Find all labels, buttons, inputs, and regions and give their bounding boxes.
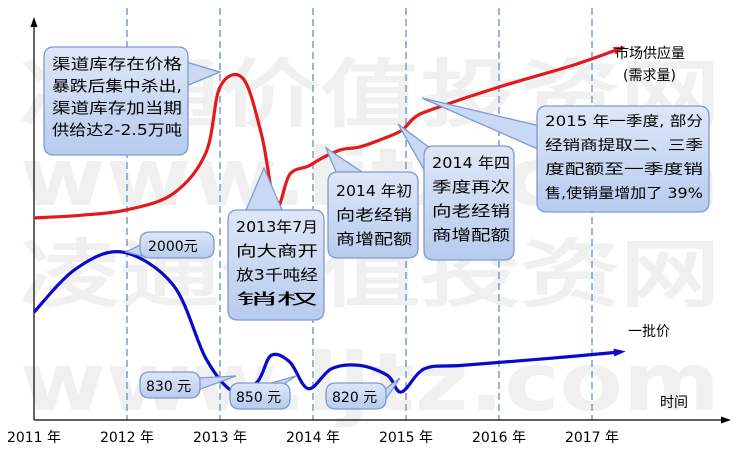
price-label-850: 850 元 [229,375,297,410]
series-label-supply: 市场供应量 (需求量) [615,45,689,84]
price-label-820: 820 元 [325,377,401,410]
x-tick-label: 2017 年 [565,430,619,446]
series-label-wholesale-price: 一批价 [628,324,670,340]
callout-2015-q1: 2015 年一季度, 部分经销商提取二、三季度配额至一季度销售,使销量增加了 3… [421,97,710,213]
x-tick-label: 2015 年 [379,430,433,446]
svg-text:2015 年一季度, 部分经销商提取二、三季度配额至一季度销: 2015 年一季度, 部分经销商提取二、三季度配额至一季度销售,使销量增加了 3… [545,114,703,202]
svg-text:渠道库存在价格暴跌后集中杀出,渠道库存加当期供给达2-2.5: 渠道库存在价格暴跌后集中杀出,渠道库存加当期供给达2-2.5万吨 [52,55,182,139]
svg-text:2013年7月向大商开放3千吨经销权: 2013年7月向大商开放3千吨经销权 [236,218,318,308]
callout-2014-q4: 2014 年四季度再次向老经销商增配额 [397,123,515,261]
svg-text:830 元: 830 元 [146,379,191,395]
series-line-supply [33,46,626,220]
price-label-830: 830 元 [139,371,237,399]
x-tick-label: 2012 年 [100,430,154,446]
x-tick-labels: 2011 年 2012 年 2013 年 2014 年 2015 年 2016 年 2017… [7,430,619,446]
annotation-callouts: 渠道库存在价格暴跌后集中杀出,渠道库存加当期供给达2-2.5万吨 2013年7月向… [43,46,710,410]
svg-text:850 元: 850 元 [236,390,281,406]
x-axis-label: 时间 [660,395,688,411]
svg-text:820 元: 820 元 [332,390,377,406]
callout-2013-july: 2013年7月向大商开放3千吨经销权 [227,166,325,321]
x-tick-label: 2011 年 [7,430,61,446]
callout-channel-inventory: 渠道库存在价格暴跌后集中杀出,渠道库存加当期供给达2-2.5万吨 [43,46,222,156]
callout-2014-early: 2014 年初向老经销商增配额 [324,146,419,259]
x-tick-label: 2013 年 [193,430,247,446]
svg-text:2014 年初向老经销商增配额: 2014 年初向老经销商增配额 [336,182,412,248]
x-tick-label: 2014 年 [286,430,340,446]
price-label-2000: 2000元 [124,231,215,259]
series-line-wholesale-price [32,250,626,395]
svg-text:2014 年四季度再次向老经销商增配额: 2014 年四季度再次向老经销商增配额 [432,154,510,244]
x-tick-label: 2016 年 [472,430,526,446]
svg-text:2000元: 2000元 [148,239,198,255]
